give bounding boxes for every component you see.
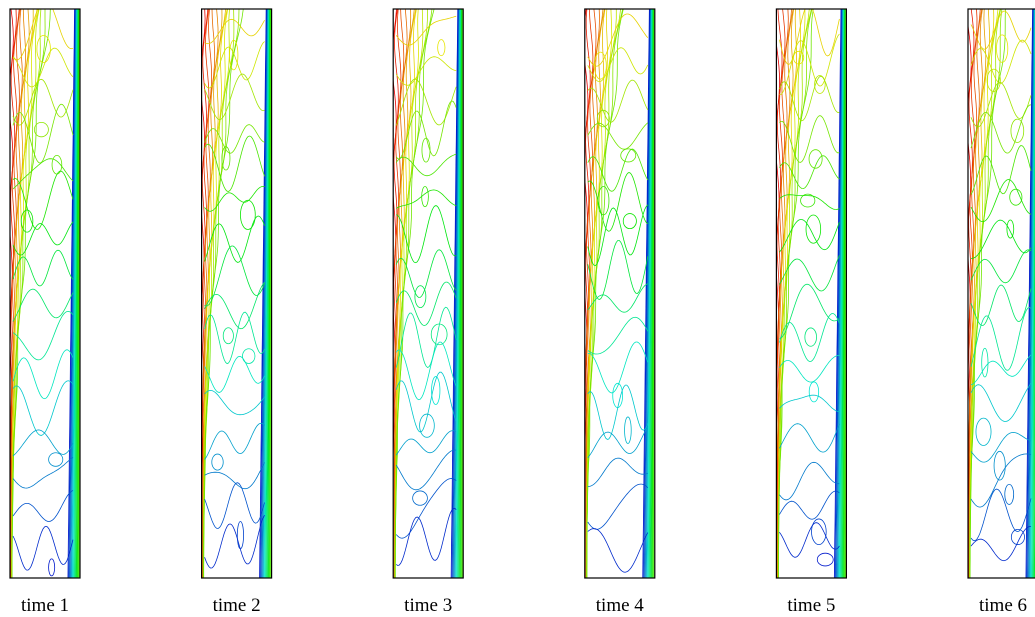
contour-line (588, 458, 648, 487)
contour-panel: time 5 (775, 4, 846, 616)
contours (967, 9, 1035, 578)
contour-line (13, 526, 73, 570)
contour-line (13, 491, 73, 522)
contour-line (971, 526, 1031, 560)
contour-loop (982, 348, 988, 377)
contours (9, 0, 79, 578)
contour-line (396, 307, 456, 368)
contour-line (13, 381, 73, 436)
contour-line (588, 529, 648, 573)
contour-loop (422, 138, 430, 162)
contour-panel: time 4 (584, 9, 655, 616)
contour-line (779, 491, 839, 519)
contour-loop (817, 553, 833, 566)
contour-line (396, 282, 456, 325)
contour-line (12, 9, 34, 578)
contour-line (779, 220, 839, 253)
contour-line (13, 250, 73, 286)
contour-line (588, 426, 648, 458)
contour-loop (623, 214, 636, 229)
contour-line (13, 311, 73, 360)
panel-label: time 3 (404, 595, 452, 616)
contour-line (779, 314, 839, 362)
contour-panel: time 3 (392, 9, 463, 616)
contour-loop (809, 382, 818, 402)
contours (200, 9, 270, 578)
contour-line (396, 154, 456, 176)
page: time 1time 2time 3time 4time 5time 6 (()… (0, 0, 1035, 617)
contour-loop (1007, 220, 1014, 238)
contour-loop (1005, 484, 1014, 504)
contour-loop (237, 522, 243, 549)
contour-line (205, 312, 265, 364)
contour-loop (438, 40, 445, 56)
contour-loop (49, 559, 55, 576)
contour-line (205, 423, 265, 459)
contour-panel: time 1 (9, 0, 80, 616)
contour-loop (996, 35, 1007, 63)
contour-line (779, 424, 839, 452)
contour-line (779, 395, 839, 412)
contour-line (588, 342, 648, 393)
panel-label: time 5 (787, 595, 835, 616)
contour-loop (805, 328, 817, 346)
contour-line (205, 282, 265, 329)
contour-line (971, 454, 1031, 507)
contour-line (205, 483, 265, 529)
panel-frame (968, 9, 1035, 578)
contour-line (13, 457, 73, 488)
contours (775, 4, 845, 578)
panel-label: time 2 (213, 595, 261, 616)
contour-line (205, 356, 265, 392)
contour-loop (415, 286, 426, 308)
contour-loop (422, 186, 429, 206)
contour-loop (994, 451, 1005, 480)
contour-line (971, 432, 1031, 462)
contour-line (12, 9, 50, 578)
contour-line (971, 307, 1031, 370)
contour-line (396, 372, 456, 432)
contour-line (396, 431, 456, 456)
contour-loop (1011, 119, 1024, 142)
contour-line (588, 385, 648, 439)
figure: time 1 time 2 time 3 time 4 time 5 time 6 (0, 0, 1035, 617)
contour-line (395, 9, 423, 578)
contour-line (588, 484, 648, 529)
contour-loop (413, 491, 428, 505)
contour-line (205, 125, 265, 154)
contour-line (205, 390, 265, 414)
panel-label: time 1 (21, 595, 69, 616)
contours (392, 9, 462, 578)
contour-loop (806, 215, 821, 243)
contour-loop (613, 383, 623, 407)
contour-line (779, 76, 839, 120)
contour-loop (598, 186, 609, 214)
contour-line (588, 317, 648, 354)
contour-loop (625, 417, 632, 444)
contour-loop (594, 52, 606, 79)
contour-line (396, 342, 456, 400)
contour-line (971, 489, 1031, 541)
contour-line (396, 79, 456, 125)
panel-label: time 6 (979, 595, 1027, 616)
contour-loop (223, 328, 233, 344)
contour-line (779, 355, 839, 382)
contour-line (588, 284, 648, 313)
contour-panel: time 2 (200, 9, 271, 616)
contours (584, 9, 654, 578)
contour-panel: time 6 (967, 9, 1035, 616)
contour-loop (212, 454, 223, 470)
contour-line (778, 9, 812, 578)
panel-label: time 4 (596, 595, 645, 616)
contour-loop (240, 200, 255, 229)
contour-line (971, 383, 1031, 421)
contour-line (396, 450, 456, 490)
contour-line (971, 285, 1031, 326)
contour-loop (49, 453, 63, 467)
contour-line (13, 430, 73, 456)
contour-loop (976, 418, 991, 445)
contour-line (779, 523, 839, 558)
contour-loop (621, 149, 636, 162)
contour-line (396, 479, 456, 539)
